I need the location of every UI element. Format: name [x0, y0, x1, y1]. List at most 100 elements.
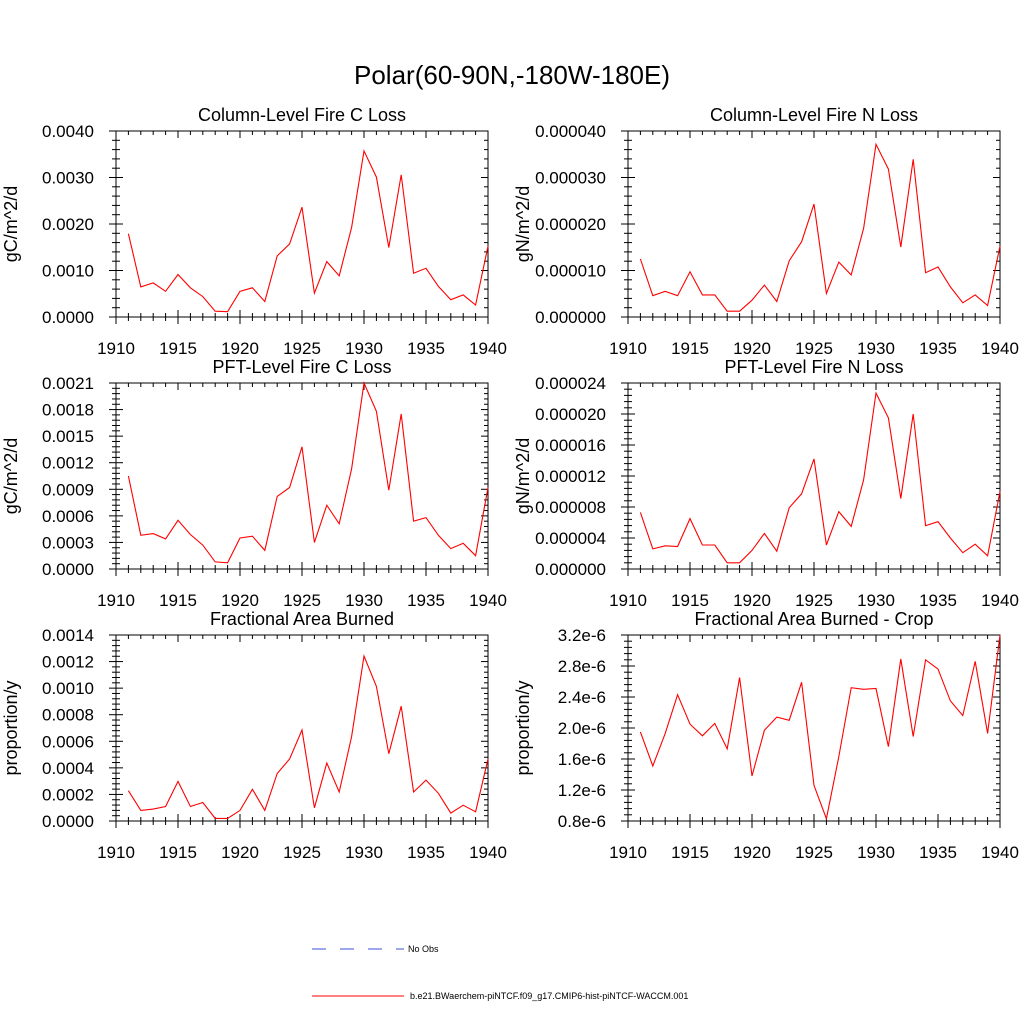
plot-frame [115, 382, 489, 570]
figure-title: Polar(60-90N,-180W-180E) [354, 60, 670, 90]
data-point [788, 260, 790, 262]
data-point [475, 304, 477, 306]
data-point [252, 535, 254, 537]
y-tick-label: 0.0006 [42, 732, 94, 751]
data-point [999, 491, 1001, 493]
x-tick-label: 1915 [671, 843, 709, 862]
data-point [326, 762, 328, 764]
y-axis-label: proportion/y [513, 680, 533, 775]
data-point [128, 233, 130, 235]
data-point [850, 274, 852, 276]
data-point [937, 266, 939, 268]
data-point [751, 299, 753, 301]
data-point [276, 255, 278, 257]
data-point [165, 291, 167, 293]
y-tick-label: 0.0021 [42, 374, 94, 393]
y-tick-label: 0.0030 [42, 169, 94, 188]
y-axis-label: gN/m^2/d [513, 438, 533, 514]
x-tick-label: 1925 [795, 591, 833, 610]
data-point [664, 733, 666, 735]
data-point [214, 818, 216, 820]
x-tick-label: 1915 [671, 339, 709, 358]
y-tick-label: 0.000000 [535, 560, 606, 579]
y-tick-label: 0.0000 [42, 308, 94, 327]
legend-obs-label: No Obs [408, 944, 439, 954]
data-point [487, 758, 489, 760]
x-tick-label: 1910 [97, 339, 135, 358]
data-point [400, 174, 402, 176]
data-point [301, 446, 303, 448]
x-tick-label: 1915 [159, 339, 197, 358]
y-tick-label: 0.000040 [535, 122, 606, 141]
data-point [652, 548, 654, 550]
data-point [239, 291, 241, 293]
chart-panel-5: 1910 1915 1920 1925 1930 1935 1940 0.0000 0.0002… [1, 609, 507, 862]
x-tick-label: 1930 [857, 843, 895, 862]
data-point [801, 241, 803, 243]
x-tick-label: 1935 [919, 843, 957, 862]
data-point [888, 168, 890, 170]
y-tick-label: 0.0008 [42, 706, 94, 725]
data-point [314, 542, 316, 544]
data-point [739, 677, 741, 679]
x-tick-label: 1930 [345, 843, 383, 862]
data-point [999, 634, 1001, 636]
data-point [974, 543, 976, 545]
y-tick-label: 1.6e-6 [558, 750, 606, 769]
data-point [252, 287, 254, 289]
data-point [950, 700, 952, 702]
data-point [190, 287, 192, 289]
data-point [702, 544, 704, 546]
data-point [202, 296, 204, 298]
data-point [714, 294, 716, 296]
x-tick-label: 1920 [733, 591, 771, 610]
y-tick-label: 0.0004 [42, 759, 94, 778]
data-point [140, 535, 142, 537]
series-line [127, 381, 489, 564]
x-tick-label: 1935 [407, 591, 445, 610]
x-tick-label: 1925 [795, 339, 833, 358]
data-point [962, 552, 964, 554]
series-line [639, 142, 1001, 312]
data-point [640, 258, 642, 260]
y-tick-label: 0.0012 [42, 454, 94, 473]
data-point [227, 818, 229, 820]
x-tick-label: 1915 [159, 591, 197, 610]
data-point [937, 668, 939, 670]
data-point [152, 282, 154, 284]
y-tick-label: 0.000024 [535, 374, 606, 393]
x-tick-label: 1930 [857, 339, 895, 358]
x-tick-label: 1920 [221, 843, 259, 862]
x-tick-label: 1910 [609, 339, 647, 358]
data-point [413, 791, 415, 793]
chart-panel-6: 1910 1915 1920 1925 1930 1935 1940 0.8e-6 1.2e-6… [513, 609, 1019, 862]
data-point [165, 806, 167, 808]
data-point [764, 533, 766, 535]
data-point [338, 523, 340, 525]
data-point [776, 716, 778, 718]
x-tick-label: 1910 [97, 843, 135, 862]
y-tick-label: 0.0018 [42, 401, 94, 420]
x-tick-label: 1930 [857, 591, 895, 610]
data-point [462, 294, 464, 296]
data-point [838, 756, 840, 758]
data-point [177, 781, 179, 783]
data-point [239, 810, 241, 812]
data-point [425, 267, 427, 269]
data-point [264, 810, 266, 812]
data-point [276, 496, 278, 498]
data-point [289, 758, 291, 760]
y-tick-label: 0.8e-6 [558, 812, 606, 831]
data-point [925, 659, 927, 661]
data-point [140, 810, 142, 812]
data-point [912, 736, 914, 738]
y-tick-label: 0.000020 [535, 215, 606, 234]
data-point [351, 227, 353, 229]
data-point [363, 382, 365, 384]
x-tick-label: 1910 [97, 591, 135, 610]
data-point [400, 705, 402, 707]
panel-title: Fractional Area Burned - Crop [694, 609, 933, 629]
data-point [128, 790, 130, 792]
data-point [438, 792, 440, 794]
y-tick-label: 2.4e-6 [558, 688, 606, 707]
